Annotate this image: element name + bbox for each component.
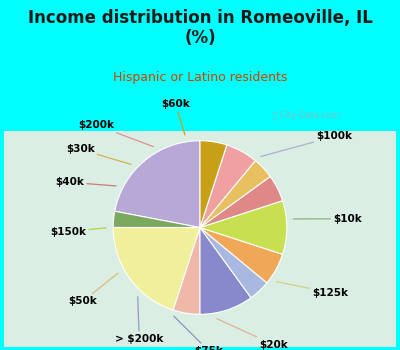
Wedge shape (173, 228, 200, 314)
Text: $50k: $50k (68, 273, 118, 306)
Wedge shape (200, 228, 282, 283)
Text: $30k: $30k (66, 145, 131, 164)
Wedge shape (200, 161, 270, 228)
Text: > $200k: > $200k (115, 297, 164, 344)
Wedge shape (200, 201, 287, 254)
Text: $40k: $40k (55, 177, 116, 187)
Text: $150k: $150k (50, 227, 106, 237)
Wedge shape (115, 141, 200, 228)
Wedge shape (200, 145, 255, 228)
Wedge shape (200, 228, 251, 314)
Text: $20k: $20k (217, 318, 288, 350)
Text: $60k: $60k (161, 99, 190, 135)
Text: ⓘ City-Data.com: ⓘ City-Data.com (272, 111, 340, 120)
Text: Income distribution in Romeoville, IL
(%): Income distribution in Romeoville, IL (%… (28, 9, 372, 47)
Text: $75k: $75k (174, 316, 223, 350)
Wedge shape (113, 228, 200, 310)
Wedge shape (200, 141, 227, 228)
Wedge shape (200, 228, 267, 298)
Text: Hispanic or Latino residents: Hispanic or Latino residents (113, 70, 287, 84)
Text: $200k: $200k (78, 120, 154, 147)
Text: $100k: $100k (261, 131, 352, 156)
Text: $125k: $125k (276, 282, 348, 298)
Text: $10k: $10k (294, 214, 362, 224)
Wedge shape (113, 211, 200, 228)
Wedge shape (200, 176, 282, 228)
